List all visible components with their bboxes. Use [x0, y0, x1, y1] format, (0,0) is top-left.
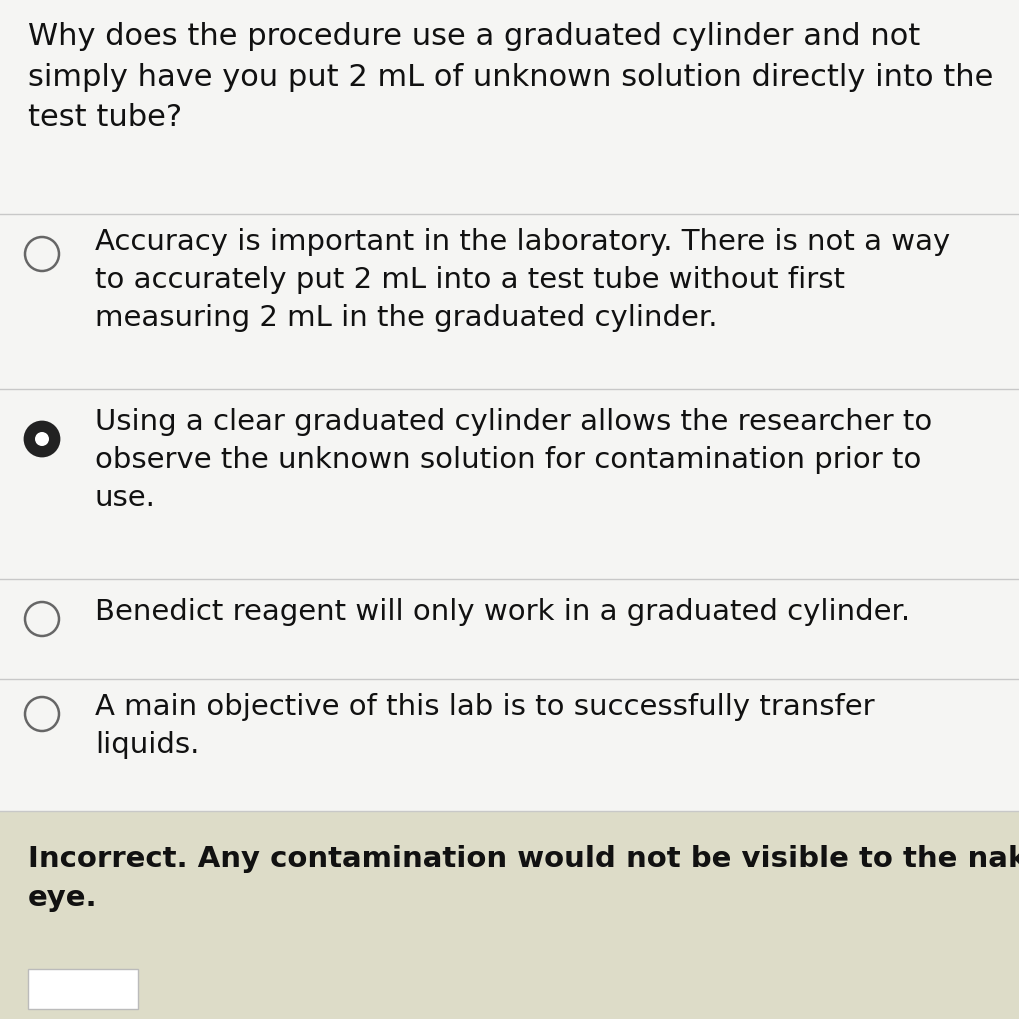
Text: Using a clear graduated cylinder allows the researcher to
observe the unknown so: Using a clear graduated cylinder allows …: [95, 408, 932, 512]
Circle shape: [25, 237, 59, 272]
Circle shape: [25, 423, 59, 457]
Text: Accuracy is important in the laboratory. There is not a way
to accurately put 2 : Accuracy is important in the laboratory.…: [95, 228, 951, 331]
Text: A main objective of this lab is to successfully transfer
liquids.: A main objective of this lab is to succe…: [95, 692, 874, 758]
Text: Incorrect. Any contamination would not be visible to the naked
eye.: Incorrect. Any contamination would not b…: [28, 844, 1019, 911]
Text: Benedict reagent will only work in a graduated cylinder.: Benedict reagent will only work in a gra…: [95, 597, 910, 626]
Bar: [28, 969, 138, 1009]
Bar: [0, 811, 1019, 1019]
Circle shape: [25, 602, 59, 637]
Text: Why does the procedure use a graduated cylinder and not
simply have you put 2 mL: Why does the procedure use a graduated c…: [28, 22, 994, 131]
Bar: [0, 0, 1019, 811]
Circle shape: [35, 433, 49, 446]
Circle shape: [25, 697, 59, 732]
